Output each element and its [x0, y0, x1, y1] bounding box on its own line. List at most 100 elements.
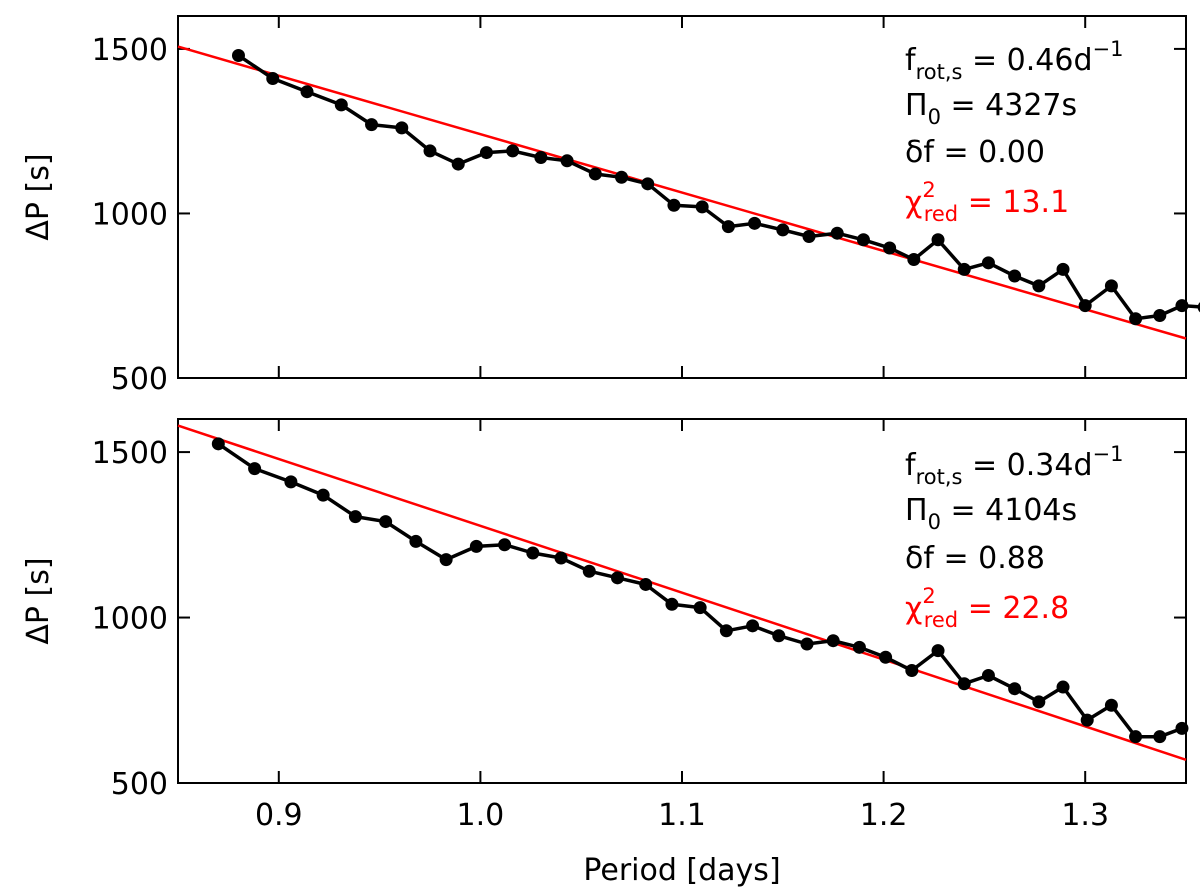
bottom-data-point [469, 539, 483, 553]
top-data-point [802, 229, 816, 243]
top-data-point [266, 72, 280, 86]
top-annotations: frot,s = 0.46d−1 Π0 = 4327s δf = 0.00 χ2… [905, 37, 1123, 226]
top-data-point [451, 157, 465, 171]
top-ytick-labels: 500 1000 1500 [92, 33, 168, 397]
top-data-point [981, 256, 995, 270]
top-data-point [1056, 262, 1070, 276]
bottom-data-point [693, 601, 707, 615]
top-data-point [1153, 308, 1167, 322]
bottom-data-point [379, 515, 393, 529]
bottom-fit-layer [177, 424, 1187, 761]
top-data-layer [231, 48, 1200, 326]
bottom-fit-line [177, 424, 1187, 761]
bottom-panel: 500 1000 1500 0.9 1.0 1.1 1.2 1.3 ΔP [s] Perio… [21, 418, 1189, 888]
top-data-point [830, 226, 844, 240]
top-data-point [334, 98, 348, 112]
bottom-xtick-label: 1.1 [658, 798, 706, 833]
bottom-data-point [1080, 713, 1094, 727]
top-data-point [1032, 279, 1046, 293]
top-data-point [300, 85, 314, 99]
bottom-y-axis-title: ΔP [s] [21, 557, 56, 644]
bottom-xtick-label: 1.2 [860, 798, 908, 833]
bottom-data-point [348, 510, 362, 524]
bottom-data-point [931, 644, 945, 658]
bottom-frot-annotation: frot,s = 0.34d−1 [905, 442, 1123, 489]
top-data-point [395, 121, 409, 135]
bottom-xtick-label: 0.9 [255, 798, 303, 833]
top-fit-line [177, 45, 1187, 340]
top-data-point [957, 262, 971, 276]
top-ytick-label: 1500 [92, 33, 168, 68]
top-data-point [506, 144, 520, 158]
top-data-point [560, 154, 574, 168]
bottom-data-point [852, 640, 866, 654]
bottom-data-point [498, 538, 512, 552]
bottom-data-point [582, 564, 596, 578]
bottom-data-point [1153, 730, 1167, 744]
bottom-pi-annotation: Π0 = 4104s [905, 493, 1077, 534]
top-ticks [178, 16, 1186, 379]
bottom-data-point [409, 534, 423, 548]
bottom-data-point [826, 634, 840, 648]
bottom-data-point [316, 488, 330, 502]
top-data-point [856, 233, 870, 247]
bottom-data-point [211, 437, 225, 451]
top-data-point [883, 241, 897, 255]
top-ytick-label: 1000 [92, 197, 168, 232]
top-data-point [748, 216, 762, 230]
top-df-annotation: δf = 0.00 [905, 135, 1045, 170]
top-data-point [776, 223, 790, 237]
top-data-point [721, 220, 735, 234]
top-data-point [231, 48, 245, 62]
bottom-ytick-labels: 500 1000 1500 [92, 436, 168, 802]
top-frot-annotation: frot,s = 0.46d−1 [905, 37, 1123, 84]
bottom-data-point [526, 546, 540, 560]
bottom-data-point [665, 597, 679, 611]
bottom-df-annotation: δf = 0.88 [905, 541, 1045, 576]
top-data-point [931, 233, 945, 247]
bottom-xtick-labels: 0.9 1.0 1.1 1.2 1.3 [255, 798, 1109, 833]
bottom-data-point [439, 553, 453, 567]
bottom-data-point [1008, 682, 1022, 696]
top-y-axis-title: ΔP [s] [21, 153, 56, 240]
bottom-xtick-label: 1.0 [457, 798, 505, 833]
top-chi-annotation: χ2 red = 13.1 [905, 178, 1069, 226]
top-data-point [1175, 299, 1189, 313]
bottom-data-point [746, 619, 760, 633]
bottom-annotations: frot,s = 0.34d−1 Π0 = 4104s δf = 0.88 χ2… [905, 442, 1123, 632]
bottom-xtick-label: 1.3 [1061, 798, 1109, 833]
top-data-point [1129, 312, 1143, 326]
bottom-data-point [981, 668, 995, 682]
top-data-point [667, 198, 681, 212]
bottom-data-point [610, 571, 624, 585]
bottom-data-point [248, 462, 262, 476]
top-data-point [1078, 299, 1092, 313]
bottom-ytick-label: 1000 [92, 602, 168, 637]
top-data-point [907, 253, 921, 267]
bottom-data-point [719, 624, 733, 638]
bottom-data-point [1175, 721, 1189, 735]
top-data-point [423, 144, 437, 158]
bottom-data-point [1032, 695, 1046, 709]
top-data-point [641, 177, 655, 191]
top-data-point [365, 118, 379, 132]
x-axis-title: Period [days] [583, 853, 780, 888]
top-data-point [1197, 302, 1200, 313]
bottom-ticks [178, 419, 1186, 784]
bottom-data-point [800, 637, 814, 651]
bottom-data-point [1129, 730, 1143, 744]
bottom-data-point [957, 677, 971, 691]
top-data-point [695, 200, 709, 214]
bottom-data-point [772, 629, 786, 643]
bottom-ytick-label: 500 [111, 767, 168, 802]
top-data-point [534, 151, 548, 165]
bottom-ytick-label: 1500 [92, 436, 168, 471]
top-ytick-label: 500 [111, 362, 168, 397]
bottom-data-point [905, 663, 919, 677]
top-panel: 500 1000 1500 ΔP [s] frot,s = 0.46d−1 Π0 =… [21, 15, 1200, 397]
top-data-point [1104, 279, 1118, 293]
bottom-data-point [639, 577, 653, 591]
top-data-point [1008, 269, 1022, 283]
bottom-data-point [1104, 698, 1118, 712]
